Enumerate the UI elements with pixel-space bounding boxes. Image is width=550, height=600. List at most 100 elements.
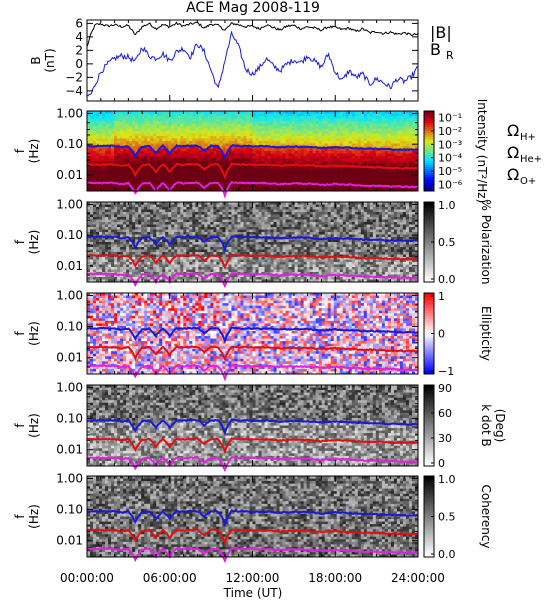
- spectrogram-cell: [156, 244, 160, 248]
- spectrogram-cell: [147, 111, 151, 114]
- spectrogram-cell: [108, 269, 112, 273]
- spectrogram-cell: [186, 153, 190, 157]
- spectrogram-cell: [183, 148, 187, 152]
- spectrogram-cell: [249, 186, 253, 189]
- spectrogram-cell: [219, 183, 223, 187]
- spectrogram-cell: [198, 259, 202, 263]
- spectrogram-cell: [381, 178, 386, 182]
- spectrogram-cell: [327, 178, 332, 182]
- spectrogram-cell: [342, 186, 347, 189]
- spectrogram-cell: [93, 224, 97, 228]
- spectrogram-cell: [303, 116, 308, 119]
- spectrogram-cell: [315, 148, 320, 152]
- spectrogram-cell: [96, 126, 100, 129]
- spectrogram-cell: [333, 123, 338, 127]
- spectrogram-cell: [315, 128, 320, 132]
- spectrogram-cell: [189, 176, 193, 179]
- spectrogram-cell: [129, 219, 133, 223]
- spectrogram-cell: [297, 166, 302, 169]
- spectrogram-cell: [180, 229, 184, 233]
- spectrogram-cell: [156, 227, 160, 230]
- spectrogram-cell: [123, 111, 127, 114]
- spectrogram-cell: [411, 111, 416, 114]
- spectrogram-cell: [396, 138, 401, 142]
- spectrogram-cell: [129, 224, 133, 228]
- spectrogram-cell: [108, 121, 112, 124]
- spectrogram-cell: [150, 133, 154, 137]
- spectrogram-cell: [351, 173, 356, 177]
- spectrogram-cell: [177, 264, 181, 268]
- spectrogram-cell: [219, 188, 223, 192]
- spectrogram-cell: [240, 151, 244, 154]
- spectrogram-cell: [300, 188, 305, 192]
- spectrogram-cell: [165, 178, 169, 182]
- spectrogram-cell: [357, 176, 362, 179]
- colorbar-frame: [423, 110, 435, 192]
- spectrogram-cell: [150, 239, 154, 243]
- spectrogram-cell: [387, 168, 392, 172]
- spectrogram-cell: [147, 239, 151, 243]
- spectrogram-cell: [171, 202, 175, 205]
- spectrogram-cell: [408, 113, 413, 117]
- spectrogram-cell: [318, 113, 323, 117]
- spectrogram-cell: [111, 153, 115, 157]
- spectrogram-cell: [282, 151, 286, 154]
- spectrogram-cell: [108, 207, 112, 210]
- spectrogram-cell: [288, 178, 293, 182]
- spectrogram-cell: [222, 128, 226, 132]
- spectrogram-cell: [294, 116, 299, 119]
- spectrogram-cell: [180, 257, 184, 260]
- spectrogram-cell: [327, 166, 332, 169]
- spectrogram-cell: [159, 141, 163, 144]
- spectrogram-cell: [408, 118, 413, 122]
- spectrogram-cell: [162, 207, 166, 210]
- spectrogram-cell: [108, 161, 112, 164]
- spectrogram-cell: [162, 131, 166, 134]
- spectrogram-cell: [147, 217, 151, 220]
- spectrogram-cell: [408, 176, 413, 179]
- spectrogram-cell: [168, 207, 172, 210]
- spectrogram-cell: [105, 176, 109, 179]
- spectrogram-cell: [264, 133, 268, 137]
- spectrogram-cell: [171, 219, 175, 223]
- spectrogram-cell: [342, 176, 347, 179]
- spectrogram-cell: [291, 178, 296, 182]
- spectrogram-cell: [123, 244, 127, 248]
- spectrogram-cell: [96, 153, 100, 157]
- spectrogram-cell: [273, 153, 277, 157]
- spectrogram-cell: [279, 173, 283, 177]
- spectrogram-cell: [147, 143, 151, 147]
- spectrogram-cell: [129, 173, 133, 177]
- spectrogram-cell: [204, 133, 208, 137]
- spectrogram-cell: [135, 217, 139, 220]
- spectrogram-cell: [174, 121, 178, 124]
- spectrogram-cell: [207, 148, 211, 152]
- spectrogram-cell: [87, 148, 91, 152]
- spectrogram-cell: [147, 186, 151, 189]
- spectrogram-cell: [105, 161, 109, 164]
- spectrogram-cell: [204, 156, 208, 159]
- spectrogram-cell: [330, 111, 335, 114]
- spectrogram-cell: [264, 126, 268, 129]
- spectrogram-cell: [165, 153, 169, 157]
- spectrogram-cell: [93, 133, 97, 137]
- spectrogram-cell: [261, 168, 265, 172]
- spectrogram-cell: [282, 113, 286, 117]
- spectrogram-cell: [276, 178, 280, 182]
- spectrogram-cell: [153, 227, 157, 230]
- spectrogram-cell: [354, 186, 359, 189]
- colorbar-step: [424, 125, 434, 128]
- spectrogram-cell: [243, 178, 247, 182]
- spectrogram-cell: [138, 141, 142, 144]
- spectrogram-cell: [180, 161, 184, 164]
- spectrogram-cell: [225, 126, 229, 129]
- spectrogram-cell: [165, 249, 169, 253]
- spectrogram-cell: [171, 171, 175, 174]
- spectrogram-cell: [285, 153, 290, 157]
- spectrogram-cell: [201, 188, 205, 192]
- spectrogram-cell: [153, 212, 157, 215]
- spectrogram-cell: [162, 279, 166, 283]
- spectrogram-cell: [168, 161, 172, 164]
- spectrogram-cell: [108, 257, 112, 260]
- spectrogram-cell: [378, 186, 383, 189]
